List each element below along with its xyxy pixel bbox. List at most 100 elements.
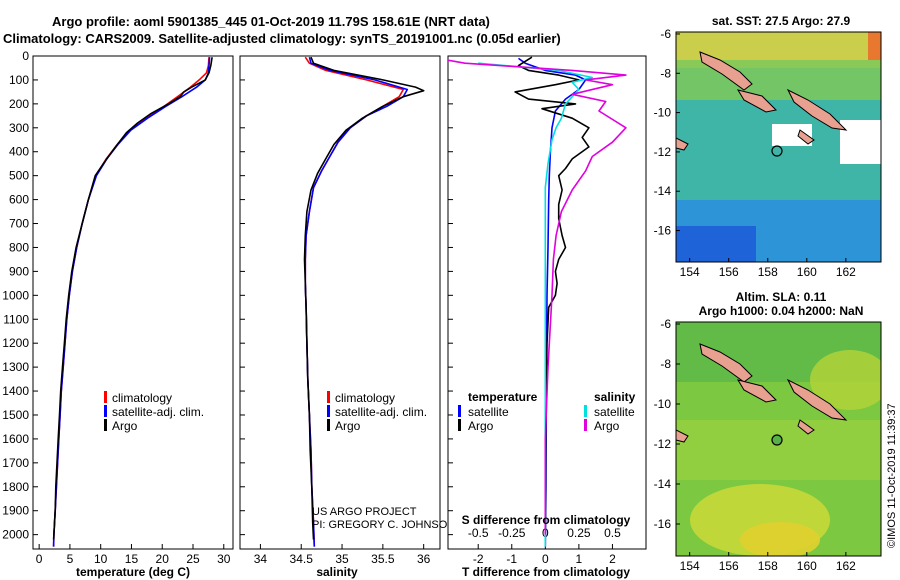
series-line-s-argo — [448, 59, 627, 535]
island-shape — [786, 88, 848, 131]
depth-tick-label: 800 — [9, 240, 29, 254]
legend-climatology-swatch — [104, 391, 107, 403]
series-line-argo — [303, 56, 425, 540]
depth-tick-label: 2000 — [2, 528, 29, 542]
x-tick-label: 30 — [217, 552, 231, 566]
lon-tick-label: 154 — [680, 559, 700, 573]
x-tick-label: 10 — [94, 552, 108, 566]
legend-satellite-swatch — [327, 405, 330, 417]
legend-climatology-label: climatology — [335, 391, 395, 405]
depth-tick-label: 700 — [9, 217, 29, 231]
depth-tick-label: 1600 — [2, 432, 29, 446]
series-line-t-argo — [514, 56, 590, 535]
sst-map-axes — [675, 31, 882, 263]
sla-map-panel: Altim. SLA: 0.11 Argo h1000: 0.04 h2000:… — [654, 290, 882, 573]
island-shape — [797, 419, 815, 435]
island-shape — [736, 89, 778, 113]
depth-tick-label: 200 — [9, 97, 29, 111]
x-tick-label: 1 — [576, 552, 583, 566]
pi-credit: PI: GREGORY C. JOHNSON — [312, 519, 455, 531]
lon-tick-label: 154 — [680, 265, 700, 279]
salinity-legend: climatology satellite-adj. clim. Argo — [327, 391, 427, 433]
series-line-t-satellite — [518, 57, 587, 547]
x-tick-label: 20 — [156, 552, 170, 566]
lon-tick-label: 156 — [719, 559, 739, 573]
legend-argo-label: Argo — [112, 419, 138, 433]
island-shape — [736, 379, 778, 403]
island-shape — [786, 378, 848, 421]
x-tick-label: 25 — [186, 552, 200, 566]
legend-t-argo-label: Argo — [468, 419, 494, 433]
lon-tick-label: 158 — [758, 265, 778, 279]
difference-legend: temperature satellite Argo salinity sate… — [458, 390, 636, 433]
figure-subtitle: Climatology: CARS2009. Satellite-adjuste… — [3, 31, 561, 46]
island-shape — [699, 343, 753, 383]
legend-s-argo-label: Argo — [594, 419, 620, 433]
x-tick-label: 34.5 — [290, 552, 314, 566]
legend-argo-swatch — [327, 419, 330, 431]
lat-tick-label: -16 — [654, 517, 672, 531]
salinity-panel: 34 34.5 35 35.5 36 salinity climatology sate… — [239, 55, 455, 579]
depth-tick-label: 0 — [22, 49, 29, 63]
legend-climatology-swatch — [327, 391, 330, 403]
x2-tick-label: 0.5 — [604, 526, 621, 540]
sla-map-title: Altim. SLA: 0.11 — [736, 290, 827, 304]
sst-cold-patch — [676, 226, 756, 262]
depth-tick-label: 1900 — [2, 504, 29, 518]
island-shape — [676, 137, 689, 151]
temperature-legend: climatology satellite-adj. clim. Argo — [104, 391, 204, 433]
lat-tick-label: -6 — [660, 317, 671, 331]
sst-missing-patch — [840, 120, 881, 164]
x-tick-label: 35.5 — [371, 552, 395, 566]
x2-tick-label: -0.5 — [468, 526, 489, 540]
t-difference-xlabel: T difference from climatology — [462, 565, 630, 579]
legend-climatology-label: climatology — [112, 391, 172, 405]
argo-location-marker — [771, 145, 783, 157]
sst-hot-corner — [868, 32, 881, 60]
sst-mid-band — [676, 60, 881, 100]
depth-tick-label: 300 — [9, 121, 29, 135]
lat-tick-label: -10 — [654, 106, 672, 120]
lat-tick-label: -6 — [660, 27, 671, 41]
legend-t-satellite-label: satellite — [468, 405, 509, 419]
lat-tick-label: -12 — [654, 437, 672, 451]
x-tick-label: 0 — [36, 552, 43, 566]
sla-high-blob — [810, 350, 881, 410]
lon-tick-label: 160 — [797, 265, 817, 279]
lat-tick-label: -10 — [654, 397, 672, 411]
difference-panel: -2 -1 0 1 2 -0.5 -0.25 0 0.25 0.5 T difference f… — [447, 55, 647, 579]
legend-s-satellite-swatch — [584, 405, 587, 417]
x-tick-label: 34 — [254, 552, 268, 566]
lon-tick-label: 160 — [797, 559, 817, 573]
legend-satellite-label: satellite-adj. clim. — [335, 405, 427, 419]
temperature-axes — [32, 55, 234, 550]
project-credit: US ARGO PROJECT — [312, 506, 417, 518]
island-shape — [699, 51, 753, 91]
depth-tick-label: 1500 — [2, 408, 29, 422]
depth-tick-label: 1800 — [2, 480, 29, 494]
legend-argo-label: Argo — [335, 419, 361, 433]
sla-band — [676, 420, 881, 480]
x-tick-label: -2 — [473, 552, 484, 566]
legend-temperature-title: temperature — [468, 390, 538, 404]
legend-satellite-swatch — [104, 405, 107, 417]
depth-tick-label: 1000 — [2, 288, 29, 302]
x-tick-label: 35 — [335, 552, 349, 566]
depth-tick-label: 1700 — [2, 456, 29, 470]
x-tick-label: 0 — [542, 552, 549, 566]
island-shape — [797, 129, 815, 145]
legend-argo-swatch — [104, 419, 107, 431]
x-tick-label: -1 — [506, 552, 517, 566]
lat-tick-label: -12 — [654, 145, 672, 159]
depth-tick-label: 900 — [9, 264, 29, 278]
legend-t-argo-swatch — [458, 419, 461, 431]
depth-tick-label: 1100 — [3, 312, 29, 326]
x2-tick-label: -0.25 — [498, 526, 526, 540]
sla-map-axes — [675, 321, 882, 557]
lon-tick-label: 162 — [836, 559, 856, 573]
lat-tick-label: -16 — [654, 224, 672, 238]
lon-tick-label: 158 — [758, 559, 778, 573]
series-line-argo — [52, 57, 213, 540]
legend-t-satellite-swatch — [458, 405, 461, 417]
